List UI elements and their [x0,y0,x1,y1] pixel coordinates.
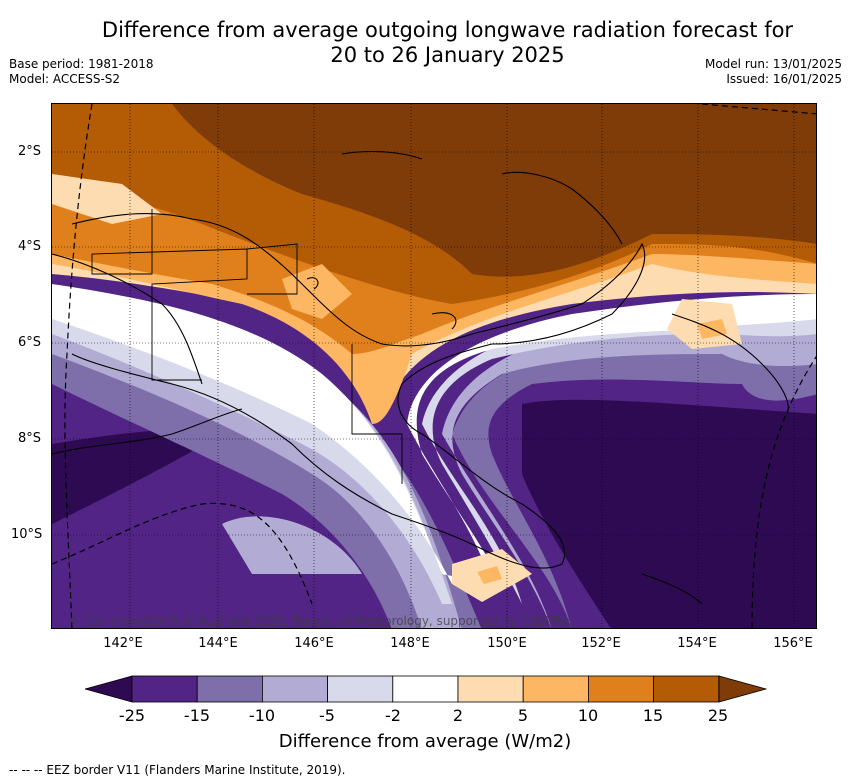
lon-label-144e: 144°E [198,636,238,651]
anomaly-patch-pos5-south [477,566,502,584]
meta-left: Base period: 1981-2018 Model: ACCESS-S2 [9,57,154,87]
colorbar-tick-9: 25 [707,706,729,725]
lon-label-154e: 154°E [677,636,717,651]
model-run: Model run: 13/01/2025 [704,57,842,71]
map-svg [52,104,816,628]
colorbar-tick-5: 2 [452,706,464,725]
map-panel [51,103,817,629]
colorbar-cell-9 [653,675,720,703]
colorbar-tick-6: 5 [517,706,529,725]
model-name: Model: ACCESS-S2 [9,72,121,86]
colorbar-tick-0: -25 [118,706,146,725]
anomaly-patch-pos2-west [52,174,162,224]
colorbar-cell-3 [261,675,328,703]
colorbar-cell-4 [327,675,394,703]
colorbar-cell-6 [457,675,524,703]
anomaly-band-neg25-west [52,429,222,524]
lat-label-2s: 2°S [18,144,42,159]
issued-date: Issued: 16/01/2025 [726,72,842,86]
colorbar-tick-1: -15 [183,706,211,725]
lat-label-10s: 10°S [11,527,43,542]
colorbar-tick-7: 10 [577,706,599,725]
colorbar [85,675,767,703]
colorbar-extend-low [85,675,133,703]
colorbar-extend-high [718,675,767,703]
lon-label-150e: 150°E [487,636,527,651]
eez-borders [52,104,816,628]
lat-label-6s: 6°S [18,335,42,350]
anomaly-patch-pos5-central [282,264,352,319]
colorbar-tick-4: -2 [385,706,401,725]
lat-label-8s: 8°S [18,431,42,446]
title-line-2: 20 to 26 January 2025 [330,43,565,67]
title-line-1: Difference from average outgoing longwav… [101,18,794,42]
colorbar-cell-8 [587,675,654,703]
lon-label-146e: 146°E [294,636,334,651]
colorbar-cell-1 [131,675,198,703]
colorbar-tick-3: -5 [319,706,335,725]
colorbar-label: Difference from average (W/m2) [278,731,572,752]
anomaly-band-neg25-east [522,399,816,628]
lon-label-142e: 142°E [103,636,143,651]
anomaly-patch-neg5-south [222,516,362,574]
coastlines [52,151,789,605]
colorbar-tick-8: 15 [642,706,664,725]
colorbar-cell-5 [392,675,459,703]
colorbar-tick-2: -10 [248,706,276,725]
lon-label-152e: 152°E [581,636,621,651]
colorbar-cell-7 [522,675,589,703]
colorbar-cell-2 [196,675,263,703]
graticule [52,104,816,628]
chart-title: Difference from average outgoing longwav… [60,18,835,68]
borders [91,209,403,484]
anomaly-band-pos25 [172,104,816,277]
eez-legend-note: -- -- -- EEZ border V11 (Flanders Marine… [9,763,346,777]
lat-label-4s: 4°S [18,239,42,254]
lon-label-148e: 148°E [390,636,430,651]
meta-right: Model run: 13/01/2025 Issued: 16/01/2025 [705,57,842,87]
base-period: Base period: 1981-2018 [9,57,154,71]
lon-label-156e: 156°E [773,636,813,651]
anomaly-band-near-zero [52,284,816,584]
copyright-notice: © Commonwealth of Australia 2025, Bureau… [68,614,574,628]
colorbar-cells [131,675,720,703]
